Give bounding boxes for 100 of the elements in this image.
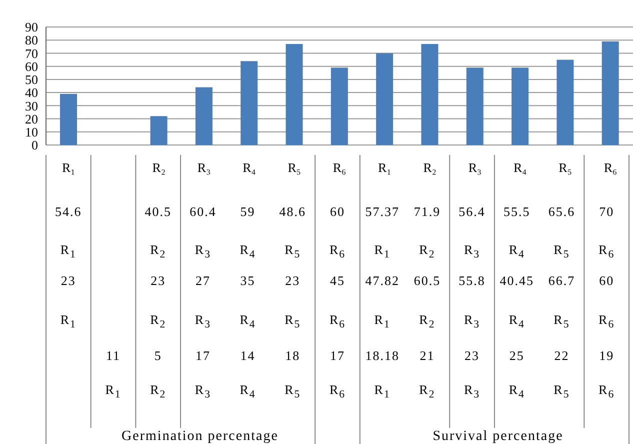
text: R$_{2}$	[149, 381, 168, 403]
text: R$_{3}$	[194, 241, 212, 263]
text: 40.5	[144, 203, 172, 221]
bar	[376, 53, 394, 145]
text: 21	[420, 348, 435, 363]
y-tick-label: 40	[25, 85, 38, 100]
y-tick-label: 50	[25, 72, 38, 88]
x-tick-label: R₁	[378, 160, 392, 175]
text: 65.6	[547, 203, 576, 221]
text: 18.18	[364, 347, 400, 365]
text: R$_{3}$	[462, 241, 482, 263]
text: R$_{2}$	[418, 241, 436, 263]
text: 23	[464, 347, 481, 365]
text: R$_{6}$	[598, 311, 616, 333]
bar	[466, 68, 484, 145]
text: 14	[239, 347, 256, 365]
text: R$_{5}$	[284, 311, 302, 333]
y-tick-label: 10	[25, 124, 38, 140]
x-tick-label: R₅	[288, 160, 301, 175]
text: 56.4	[458, 203, 486, 221]
text: R$_{4}$	[238, 311, 257, 333]
text: 60	[598, 272, 616, 290]
y-tick-label: 0	[32, 138, 38, 153]
bar	[602, 41, 619, 145]
text: 55.8	[458, 273, 486, 288]
text: R$_{3}$	[194, 311, 212, 333]
text: 60.4	[188, 203, 218, 221]
text: 60	[330, 204, 345, 219]
text: 66.7	[548, 273, 576, 288]
text: 45	[330, 273, 345, 288]
bar	[556, 60, 574, 145]
text: R$_{1}$	[104, 381, 122, 403]
text: 5	[153, 347, 163, 365]
text: R$_{1}$	[373, 311, 392, 333]
text: R$_{2}$	[418, 381, 436, 403]
text: 54.6	[54, 203, 83, 221]
bar	[150, 116, 168, 145]
text: R$_{3}$	[194, 381, 212, 403]
text: R$_{4}$	[508, 311, 526, 333]
text: R$_{6}$	[328, 311, 347, 333]
text: R$_{3}$	[462, 311, 482, 333]
text: 17	[330, 348, 345, 363]
text: R$_{3}$	[462, 381, 482, 403]
y-tick-label: 70	[25, 46, 38, 61]
text: R$_{4}$	[508, 241, 526, 263]
text: 60.5	[414, 273, 441, 288]
bar	[240, 61, 258, 145]
text: R$_{1}$	[59, 311, 78, 333]
text: R$_{2}$	[418, 311, 436, 333]
text: 23	[284, 272, 302, 290]
text: 35	[239, 272, 256, 290]
text: R$_{1}$	[373, 381, 392, 403]
y-tick-label: 80	[25, 32, 38, 48]
text: 27	[194, 272, 212, 290]
y-tick-label: 20	[25, 111, 38, 126]
text: R$_{5}$	[552, 241, 571, 263]
x-tick-label: R₆	[604, 160, 618, 175]
text: R$_{2}$	[149, 241, 168, 263]
bar	[330, 68, 348, 145]
text: R$_{4}$	[508, 381, 526, 403]
bar	[512, 68, 529, 145]
x-tick-label: R₂	[152, 160, 166, 175]
text: 22	[553, 347, 570, 365]
x-tick-label: R₄	[514, 160, 528, 175]
x-tick-label: R₃	[197, 160, 211, 175]
text: 17	[194, 347, 212, 365]
text: R$_{5}$	[552, 311, 571, 333]
text: 11	[105, 347, 122, 365]
text: R$_{1}$	[373, 241, 392, 263]
text: 23	[60, 272, 77, 290]
x-tick-label: R₅	[558, 160, 572, 175]
y-tick-label: 90	[25, 20, 38, 35]
x-tick-label: R₆	[332, 160, 346, 175]
x-tick-label: R₁	[62, 160, 76, 175]
text: 25	[508, 347, 526, 365]
bar	[286, 44, 303, 145]
x-tick-label: R₄	[242, 160, 256, 175]
x-tick-label: R₃	[468, 160, 482, 175]
text: R$_{6}$	[328, 381, 347, 403]
y-tick-label: 60	[25, 58, 38, 74]
text: 70	[598, 203, 616, 221]
text: Germination percentage	[90, 428, 310, 444]
text: 18	[284, 347, 302, 365]
text: 40.45	[498, 272, 535, 290]
text: 47.82	[364, 272, 400, 290]
text: R$_{6}$	[598, 241, 616, 263]
text: R$_{6}$	[328, 241, 347, 263]
bar	[60, 94, 77, 145]
text: 23	[150, 272, 167, 290]
text: 59	[239, 203, 256, 221]
text: R$_{5}$	[284, 241, 302, 263]
text: R$_{4}$	[238, 381, 257, 403]
y-tick-label: 30	[25, 98, 38, 114]
text: Survival percentage	[388, 428, 608, 444]
bar	[195, 87, 212, 145]
text: R$_{2}$	[149, 311, 168, 333]
text: 48.6	[278, 203, 308, 221]
text: R$_{1}$	[59, 241, 78, 263]
text: 19	[598, 347, 616, 365]
text: 71.9	[414, 204, 441, 219]
